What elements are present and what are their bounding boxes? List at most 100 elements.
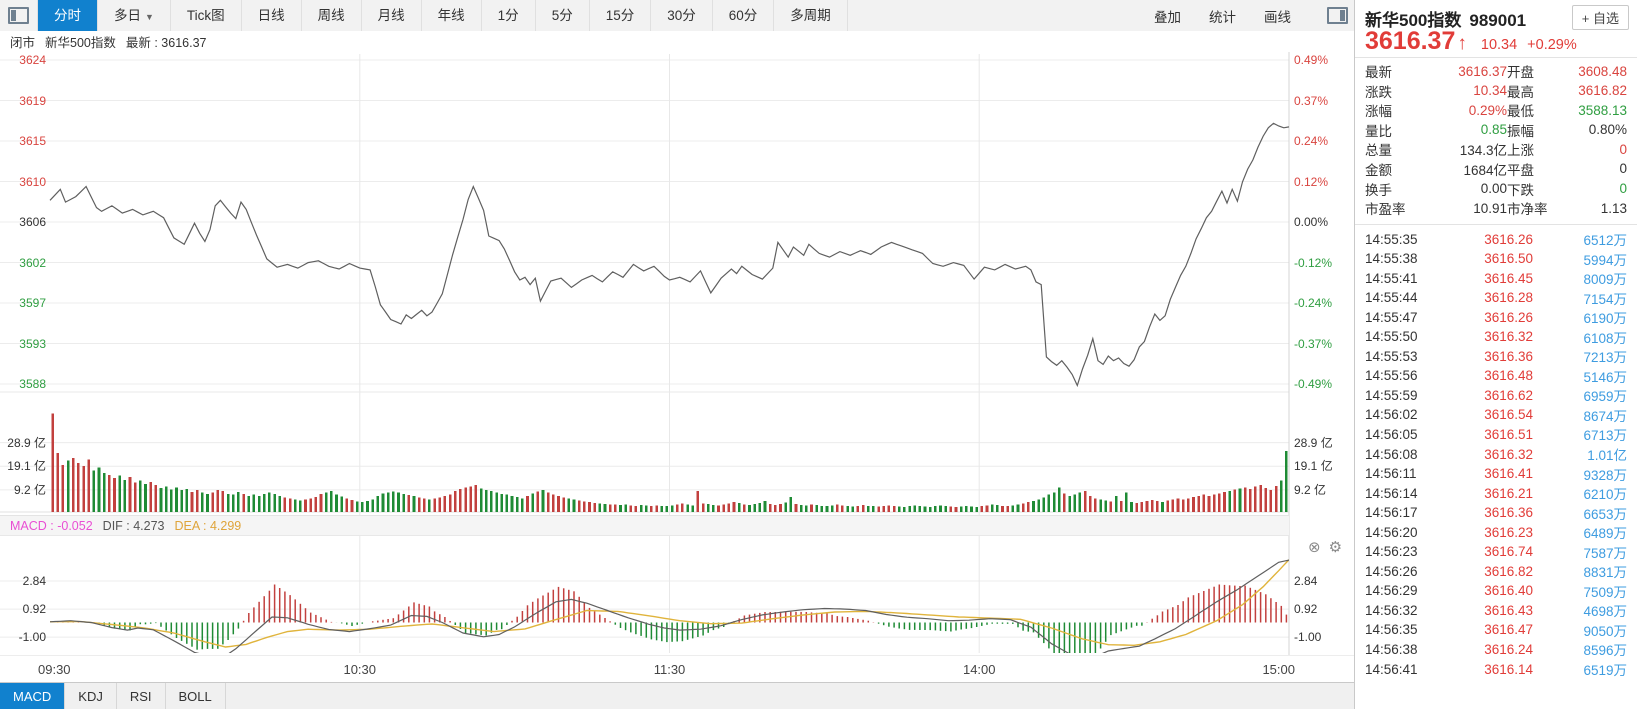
intraday-chart[interactable] xyxy=(0,52,1354,655)
tick-row: 14:55:56 3616.48 5146万 xyxy=(1355,366,1637,386)
tick-volume: 5994万 xyxy=(1583,252,1627,268)
overlay-button[interactable]: 叠加 xyxy=(1154,9,1181,25)
stat-row-4: 总量 134.3亿 上涨 0 xyxy=(1355,139,1637,159)
price-axis-left-label: 3593 xyxy=(19,336,46,351)
quote-code: 989001 xyxy=(1469,11,1527,30)
period-tab-1[interactable]: 多日 ▼ xyxy=(98,0,171,31)
toolbar: 分时 多日 ▼ Tick图 日线 周线 月线 年线 1分 5分 15分 30分 60分 多周期 叠加 统计… xyxy=(0,0,1354,32)
close-indicator-icon[interactable]: ⊗ xyxy=(1308,539,1321,556)
tick-volume: 8596万 xyxy=(1583,643,1627,659)
period-tab-8[interactable]: 5分 xyxy=(536,0,590,31)
period-tab-3[interactable]: 日线 xyxy=(242,0,302,31)
stat-value: 134.3亿 xyxy=(1459,143,1507,159)
stat-value: 3616.37 xyxy=(1458,63,1507,79)
tab-boll[interactable]: BOLL xyxy=(166,683,226,709)
tick-row: 14:55:50 3616.32 6108万 xyxy=(1355,327,1637,347)
indicator-tabbar: MACD KDJ RSI BOLL xyxy=(0,682,1354,709)
tick-row: 14:55:53 3616.36 7213万 xyxy=(1355,346,1637,366)
quote-panel: 新华500指数 989001 + 自选 3616.37 ↑ 10.34 +0.29… xyxy=(1354,0,1637,709)
price-axis-right-label: 0.37% xyxy=(1294,93,1329,108)
period-tab-7[interactable]: 1分 xyxy=(482,0,536,31)
tick-list[interactable]: 14:55:35 3616.26 6512万 14:55:38 3616.50 5994万… xyxy=(1355,225,1637,709)
tick-row: 14:55:44 3616.28 7154万 xyxy=(1355,288,1637,308)
tick-volume: 6959万 xyxy=(1583,389,1627,405)
tick-time: 14:56:26 xyxy=(1365,563,1418,579)
tab-rsi[interactable]: RSI xyxy=(117,683,166,709)
tick-time: 14:56:08 xyxy=(1365,446,1418,462)
tick-volume: 9328万 xyxy=(1583,467,1627,483)
last-price: 3616.37 xyxy=(1365,27,1456,55)
tick-row: 14:56:20 3616.23 6489万 xyxy=(1355,522,1637,542)
period-tab-9[interactable]: 15分 xyxy=(590,0,652,31)
quote-header: 新华500指数 989001 + 自选 3616.37 ↑ 10.34 +0.29… xyxy=(1355,0,1637,58)
tick-row: 14:55:59 3616.62 6959万 xyxy=(1355,385,1637,405)
tick-price: 3616.47 xyxy=(1484,622,1533,638)
stat-row-3: 量比 0.85 振幅 0.80% xyxy=(1355,120,1637,140)
stat-row-6: 换手 0.00 下跌 0 xyxy=(1355,179,1637,199)
price-axis-left-label: 3615 xyxy=(19,134,46,148)
period-tab-10[interactable]: 30分 xyxy=(651,0,713,31)
tick-price: 3616.51 xyxy=(1484,426,1533,442)
stat-label: 市盈率 xyxy=(1365,202,1406,218)
add-watchlist-button[interactable]: + 自选 xyxy=(1571,5,1629,30)
macd-value: MACD : -0.052 xyxy=(10,518,93,533)
stat-row-0: 最新 3616.37 开盘 3608.48 xyxy=(1355,61,1637,81)
tick-price: 3616.62 xyxy=(1484,387,1533,403)
tick-price: 3616.23 xyxy=(1484,524,1533,540)
time-axis-label: 11:30 xyxy=(653,662,686,677)
tick-volume: 7509万 xyxy=(1583,584,1627,600)
tick-row: 14:56:38 3616.24 8596万 xyxy=(1355,639,1637,659)
tick-time: 14:55:56 xyxy=(1365,368,1418,384)
volume-axis-left-label: 9.2 亿 xyxy=(13,482,46,497)
layout-right-panel-icon[interactable] xyxy=(1327,7,1348,24)
indicator-panel-icons: ⊗ ⚙ xyxy=(1308,538,1354,556)
price-axis-right-label: 0.12% xyxy=(1294,174,1329,189)
tick-time: 14:56:35 xyxy=(1365,622,1418,638)
tick-time: 14:55:38 xyxy=(1365,251,1418,267)
tick-volume: 7213万 xyxy=(1583,350,1627,366)
tick-volume: 4698万 xyxy=(1583,604,1627,620)
tick-row: 14:55:41 3616.45 8009万 xyxy=(1355,268,1637,288)
draw-line-button[interactable]: 画线 xyxy=(1264,9,1291,25)
status-line: 闭市 新华500指数 最新 : 3616.37 xyxy=(0,31,1354,52)
tick-row: 14:56:26 3616.82 8831万 xyxy=(1355,561,1637,581)
tick-volume: 6713万 xyxy=(1583,428,1627,444)
price-change-pct: +0.29% xyxy=(1527,37,1577,53)
price-axis-right-label: -0.24% xyxy=(1294,296,1333,310)
time-axis-label: 14:00 xyxy=(962,662,996,677)
period-tab-5[interactable]: 月线 xyxy=(362,0,422,31)
tick-time: 14:55:59 xyxy=(1365,387,1418,403)
tick-volume: 5146万 xyxy=(1583,369,1627,385)
tick-row: 14:56:11 3616.41 9328万 xyxy=(1355,464,1637,484)
stat-label: 换手 xyxy=(1365,182,1392,198)
tab-kdj[interactable]: KDJ xyxy=(65,683,117,709)
period-tab-0[interactable]: 分时 xyxy=(38,0,98,31)
tick-time: 14:55:53 xyxy=(1365,348,1418,364)
volume-axis-right-label: 19.1 亿 xyxy=(1294,459,1333,474)
tick-row: 14:56:14 3616.21 6210万 xyxy=(1355,483,1637,503)
tick-price: 3616.26 xyxy=(1484,231,1533,247)
tick-price: 3616.36 xyxy=(1484,505,1533,521)
layout-left-panel-icon[interactable] xyxy=(8,7,29,24)
stat-value: 0.80% xyxy=(1588,122,1627,138)
period-tab-12[interactable]: 多周期 xyxy=(774,0,848,31)
tick-time: 14:56:05 xyxy=(1365,426,1418,442)
period-tab-11[interactable]: 60分 xyxy=(713,0,775,31)
tick-row: 14:56:05 3616.51 6713万 xyxy=(1355,424,1637,444)
stat-value: 0.85 xyxy=(1480,122,1507,138)
tick-price: 3616.36 xyxy=(1484,348,1533,364)
tick-price: 3616.28 xyxy=(1484,290,1533,306)
tick-volume: 8009万 xyxy=(1583,272,1627,288)
period-tab-6[interactable]: 年线 xyxy=(422,0,482,31)
price-axis-right-label: -0.12% xyxy=(1294,255,1333,270)
tab-macd[interactable]: MACD xyxy=(0,683,66,709)
period-tab-2[interactable]: Tick图 xyxy=(171,0,242,31)
indicator-settings-icon[interactable]: ⚙ xyxy=(1328,539,1343,556)
stat-label: 量比 xyxy=(1365,123,1392,139)
tick-price: 3616.21 xyxy=(1484,485,1533,501)
statistics-button[interactable]: 统计 xyxy=(1209,9,1236,25)
time-axis: 09:30 10:30 11:30 14:00 15:00 xyxy=(0,655,1354,683)
tick-volume: 6190万 xyxy=(1583,311,1627,327)
period-tab-4[interactable]: 周线 xyxy=(302,0,362,31)
stat-label: 总量 xyxy=(1365,143,1392,159)
